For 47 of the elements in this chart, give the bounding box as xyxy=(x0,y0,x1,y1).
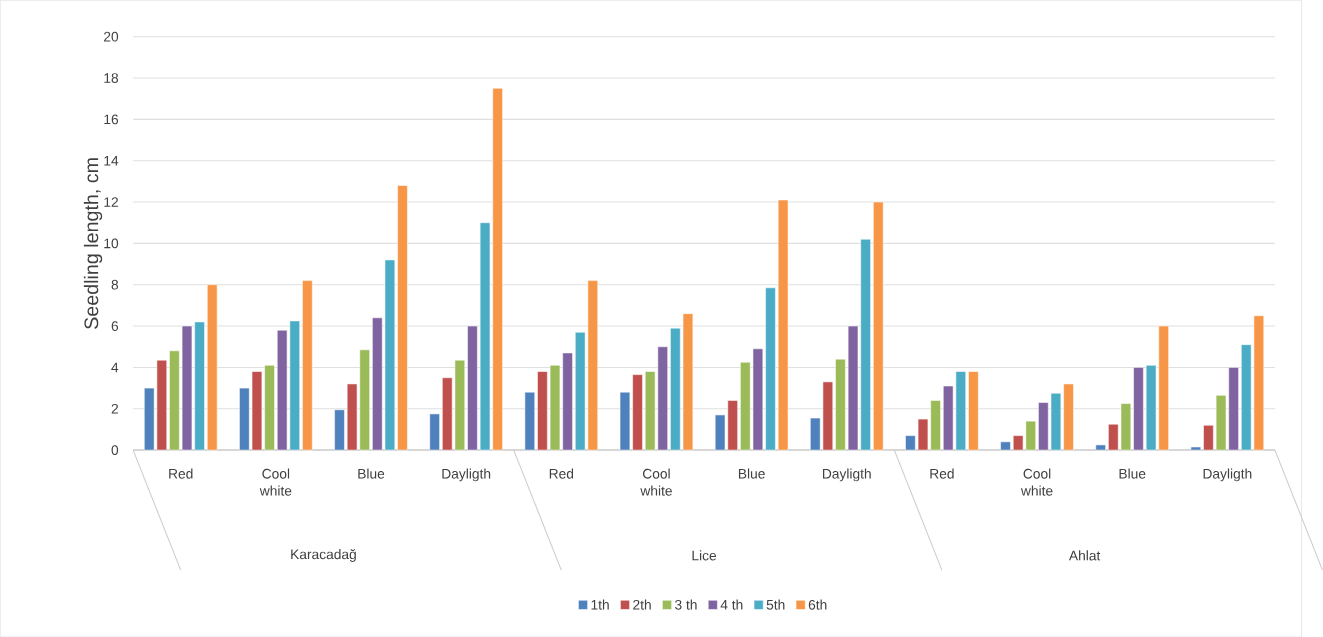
y-axis-title: Seedling length, cm xyxy=(83,158,103,329)
legend-label: 5th xyxy=(766,599,785,610)
bar xyxy=(1095,444,1106,451)
x-tick-label: Red xyxy=(169,468,193,479)
x-tick-label: Red xyxy=(930,468,954,479)
y-tick-label: 2 xyxy=(111,403,118,414)
y-tick-label: 16 xyxy=(104,114,119,125)
y-tick-label: 12 xyxy=(104,197,118,207)
y-tick-label: 6 xyxy=(111,321,119,331)
legend-label: 2th xyxy=(633,599,651,610)
legend-label: 3 th xyxy=(675,599,697,610)
y-tick-label: 10 xyxy=(104,238,119,249)
x-tick-label: Dayligth xyxy=(822,468,871,482)
x-tick-label: Cool white xyxy=(640,468,672,496)
x-tick-label: Blue xyxy=(1119,468,1146,479)
text: Ahlat xyxy=(1068,550,1101,561)
x-tick-label: Dayligth xyxy=(442,468,491,482)
bar xyxy=(777,199,789,451)
bar xyxy=(1133,366,1144,451)
bar xyxy=(334,409,345,451)
bar xyxy=(1000,441,1011,451)
bar xyxy=(397,185,408,451)
y-tick-label: 4 xyxy=(111,362,119,372)
bar xyxy=(207,284,218,451)
y-tick-label: 0 xyxy=(111,445,119,455)
y-tick-label: 18 xyxy=(104,72,119,83)
y-tick-label: 20 xyxy=(104,31,119,42)
bar xyxy=(765,287,776,451)
y-tick-label: 8 xyxy=(111,279,119,290)
x-tick-label: Dayligth xyxy=(1203,468,1252,482)
text: Karacadağ xyxy=(291,548,356,562)
x-tick-label: Blue xyxy=(358,468,385,479)
bar xyxy=(873,201,884,451)
x-tick-label: Cool white xyxy=(259,468,292,496)
x-tick-label: Cool white xyxy=(1020,468,1053,496)
bar xyxy=(429,413,440,451)
legend-label: 1th xyxy=(591,599,609,610)
x-tick-label: Red xyxy=(549,468,574,479)
y-tick-label: 14 xyxy=(104,155,119,166)
bar xyxy=(524,391,535,451)
text: Lice xyxy=(692,550,717,561)
legend-label: 4 th xyxy=(720,599,743,610)
bar xyxy=(968,371,979,451)
x-tick-label: Blue xyxy=(738,468,765,479)
bar xyxy=(302,280,313,451)
legend-label: 6th xyxy=(808,599,827,610)
bar xyxy=(1190,446,1202,451)
